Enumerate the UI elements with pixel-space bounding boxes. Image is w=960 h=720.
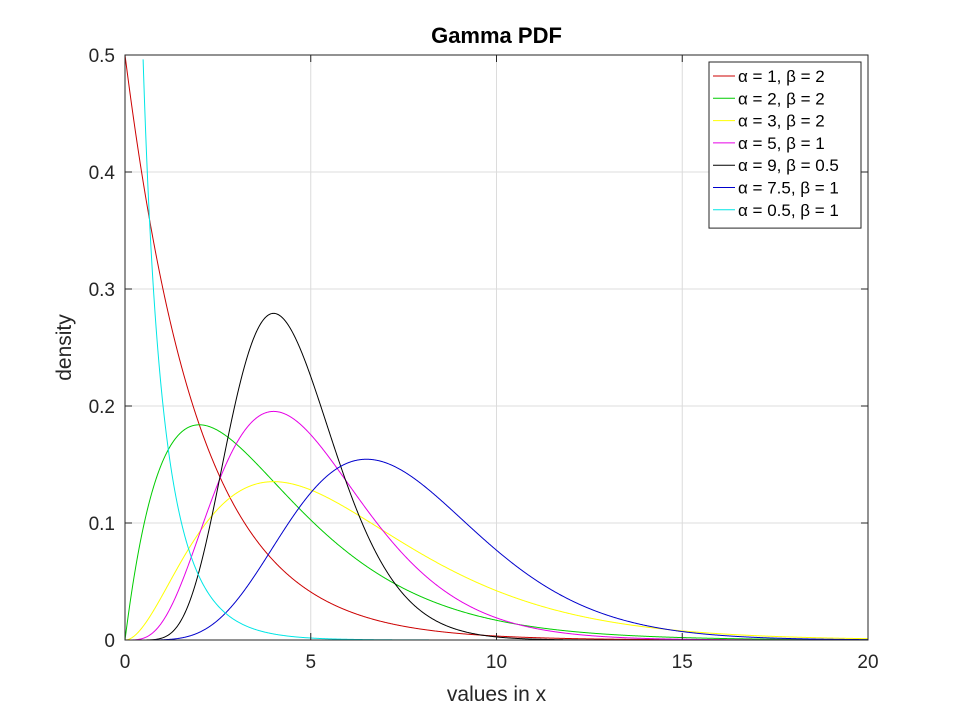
series-line-3 [124,481,868,641]
chart-title: Gamma PDF [431,23,562,48]
legend-label: α = 2, β = 2 [738,89,825,108]
x-tick-label: 15 [672,652,693,673]
y-tick-label: 0 [104,631,115,652]
y-axis-label: density [53,314,76,381]
y-tick-label: 0.5 [89,46,115,67]
legend-label: α = 5, β = 1 [738,134,825,153]
x-tick-label: 0 [120,652,131,673]
legend-label: α = 3, β = 2 [738,112,825,131]
series-line-2 [124,424,868,641]
axis-ticks: 0 5 10 15 20 0 0.1 0.2 0.3 0.4 0.5 [89,46,879,673]
y-tick-label: 0.3 [89,280,115,301]
x-tick-label: 5 [305,652,316,673]
legend-label: α = 1, β = 2 [738,67,825,86]
y-tick-label: 0.1 [89,514,115,535]
legend-label: α = 9, β = 0.5 [738,156,839,175]
x-tick-label: 20 [857,652,878,673]
legend-label: α = 0.5, β = 1 [738,201,839,220]
x-tick-label: 10 [486,652,507,673]
x-axis-label: values in x [447,683,547,706]
y-tick-label: 0.4 [89,163,116,184]
series-line-6 [125,458,868,641]
legend-label: α = 7.5, β = 1 [738,179,839,198]
legend-box [708,61,862,229]
y-tick-label: 0.2 [89,397,115,418]
legend: α = 1, β = 2 α = 2, β = 2 α = 3, β = 2 α = … [708,61,862,229]
